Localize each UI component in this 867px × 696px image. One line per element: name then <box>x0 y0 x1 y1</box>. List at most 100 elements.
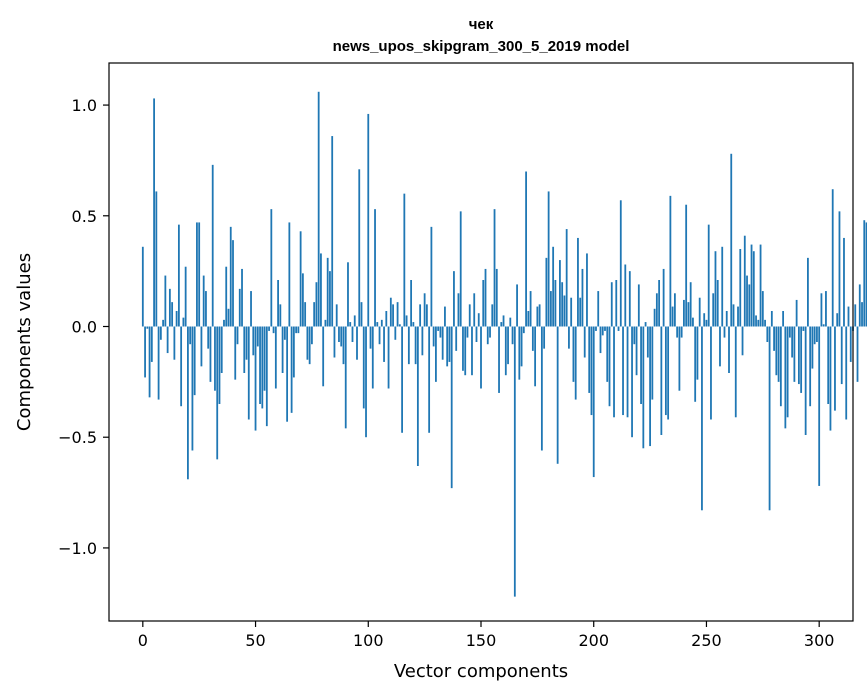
bar <box>847 306 850 327</box>
bar <box>378 326 381 345</box>
bar <box>252 326 255 356</box>
bar <box>520 326 523 367</box>
bar <box>430 226 433 327</box>
bar <box>816 326 818 342</box>
bar <box>734 326 737 418</box>
bar <box>775 326 778 376</box>
bar <box>419 304 422 327</box>
bar <box>349 322 352 327</box>
bar <box>509 317 512 327</box>
bar <box>471 326 473 376</box>
bar <box>360 302 363 327</box>
bar <box>721 246 724 327</box>
bar <box>297 326 300 334</box>
bar <box>225 266 228 327</box>
bar <box>259 326 261 404</box>
bar <box>683 299 685 327</box>
bar <box>552 246 555 327</box>
bar <box>664 326 667 416</box>
y-tick-label: 1.0 <box>72 96 97 115</box>
bar <box>768 326 771 511</box>
bar <box>236 326 239 345</box>
bar <box>786 326 789 418</box>
bar <box>513 326 516 597</box>
bar <box>673 293 676 327</box>
bar <box>279 304 282 327</box>
bar <box>845 326 848 420</box>
bar <box>338 326 340 342</box>
bar <box>306 326 309 360</box>
bar <box>166 326 169 354</box>
bar <box>687 302 690 327</box>
bar <box>326 257 329 327</box>
bar <box>398 324 401 327</box>
bar <box>507 326 509 365</box>
bar <box>177 224 180 327</box>
bar <box>599 326 602 354</box>
bar <box>180 326 183 407</box>
bar <box>843 237 845 327</box>
bar <box>642 326 645 449</box>
bar <box>601 326 604 336</box>
bar <box>473 293 476 327</box>
bar <box>173 326 176 360</box>
bar <box>761 291 764 327</box>
bar <box>646 326 649 358</box>
bar <box>182 317 185 327</box>
x-tick-label: 0 <box>138 631 148 650</box>
x-tick-label: 300 <box>804 631 835 650</box>
y-axis-label: Components values <box>14 253 35 431</box>
bar <box>804 326 807 435</box>
bar <box>232 240 234 327</box>
bar <box>545 257 548 327</box>
bar <box>288 222 291 327</box>
bar <box>540 326 543 451</box>
bar <box>389 297 392 327</box>
x-tick-label: 100 <box>353 631 384 650</box>
bar <box>865 222 867 327</box>
bar <box>414 326 417 365</box>
bar <box>561 282 564 327</box>
bar <box>453 271 455 327</box>
bar <box>387 326 390 389</box>
bar <box>432 326 435 347</box>
bar <box>710 326 712 420</box>
bar <box>511 326 514 345</box>
bar <box>746 275 748 327</box>
bar <box>604 326 606 331</box>
bar <box>358 169 361 327</box>
bar <box>202 275 205 327</box>
bar <box>572 326 575 382</box>
bar <box>637 284 640 327</box>
bar <box>315 282 318 327</box>
bar <box>583 326 586 358</box>
bar <box>741 326 744 356</box>
bar <box>480 326 482 389</box>
bar <box>838 211 841 327</box>
bar <box>412 322 415 327</box>
bar <box>482 280 485 327</box>
bar <box>522 326 525 334</box>
bar <box>187 326 189 480</box>
bar <box>529 291 532 327</box>
bar <box>335 304 338 327</box>
bar <box>694 326 697 402</box>
bar <box>342 326 345 365</box>
bar <box>162 319 165 327</box>
bar <box>680 326 683 338</box>
bar <box>685 204 688 327</box>
bar <box>347 262 349 327</box>
y-tick-label: −1.0 <box>58 539 97 558</box>
bar <box>141 246 144 327</box>
bar <box>401 326 403 433</box>
bar <box>502 315 505 327</box>
bar <box>791 326 794 358</box>
bar <box>525 171 527 327</box>
bar <box>597 291 600 327</box>
bar <box>705 319 708 327</box>
bar <box>797 326 800 385</box>
bar <box>446 326 449 367</box>
bar <box>759 244 762 327</box>
x-tick-label: 50 <box>245 631 265 650</box>
bar <box>333 326 336 358</box>
